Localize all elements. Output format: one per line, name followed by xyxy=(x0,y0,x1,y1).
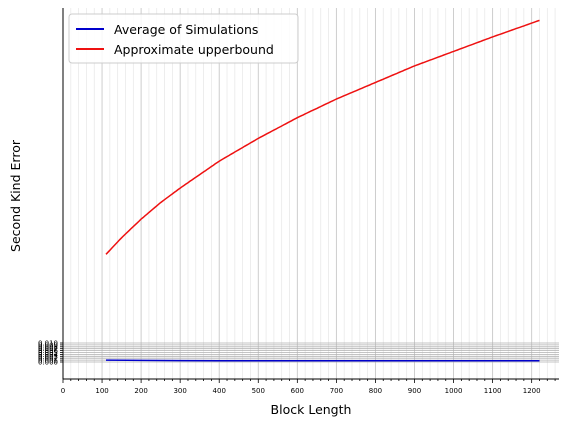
x-tick-label: 900 xyxy=(408,387,421,395)
y-tick-label: 0.006 xyxy=(38,347,59,355)
series-lines xyxy=(105,19,540,362)
x-ticks: 0 100 200 300 400 500 600 700 800 900 1000 1100 1200 xyxy=(61,379,556,395)
x-tick-label: 1000 xyxy=(445,387,463,395)
legend: Average of Simulations Approximate upper… xyxy=(68,13,299,64)
series-line-average xyxy=(105,359,540,362)
x-tick-label: 700 xyxy=(330,387,343,395)
legend-entry-average: Average of Simulations xyxy=(114,22,258,37)
y-tick-label: 0.009 xyxy=(38,341,58,349)
x-tick-label: 400 xyxy=(213,387,226,395)
y-tick-label: 0.005 xyxy=(38,349,58,357)
x-axis-label: Block Length xyxy=(271,402,352,417)
legend-frame xyxy=(68,13,299,64)
y-tick-label: 0.003 xyxy=(38,353,58,361)
x-tick-label: 200 xyxy=(134,387,147,395)
x-tick-label: 300 xyxy=(173,387,186,395)
x-tick-label: 600 xyxy=(291,387,304,395)
y-tick-label: 0.000 xyxy=(38,359,58,367)
y-tick-label: 0.002 xyxy=(38,355,58,363)
y-tick-label: 0.008 xyxy=(38,343,58,351)
y-grid-band xyxy=(63,342,559,363)
legend-entry-upperbound: Approximate upperbound xyxy=(114,42,274,57)
x-tick-label: 800 xyxy=(369,387,382,395)
x-tick-label: 100 xyxy=(95,387,108,395)
x-tick-label: 500 xyxy=(252,387,265,395)
x-tick-label: 1200 xyxy=(523,387,541,395)
x-tick-label: 0 xyxy=(61,387,65,395)
series-line-upperbound xyxy=(105,19,540,255)
x-tick-label: 1100 xyxy=(484,387,502,395)
y-ticks: 0.0000.0010.0020.0030.0040.0050.0060.007… xyxy=(38,340,63,367)
y-axis-label: Second Kind Error xyxy=(8,139,23,252)
y-tick-label: 0.010 xyxy=(38,340,58,348)
y-tick-label: 0.001 xyxy=(38,357,58,365)
y-tick-label: 0.007 xyxy=(38,345,58,353)
y-tick-label: 0.004 xyxy=(38,351,59,359)
grid xyxy=(62,8,556,379)
